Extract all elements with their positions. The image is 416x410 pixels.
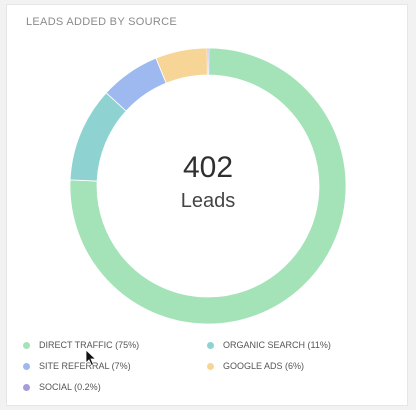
donut-chart	[69, 47, 347, 325]
legend-dot-site-referral	[23, 362, 30, 370]
total-leads-value: 402	[182, 151, 234, 184]
leads-by-source-card: LEADS ADDED BY SOURCE 402 Leads DIRECT T…	[6, 4, 408, 406]
legend-item-google-ads[interactable]: GOOGLE ADS (6%)	[207, 361, 304, 371]
slice-google-ads[interactable]	[155, 47, 208, 84]
legend-dot-social	[23, 383, 30, 391]
legend-dot-organic-search	[207, 341, 214, 349]
legend-item-direct-traffic[interactable]: DIRECT TRAFFIC (75%)	[23, 340, 139, 350]
card-title: LEADS ADDED BY SOURCE	[26, 16, 177, 28]
slice-direct-traffic[interactable]	[69, 47, 347, 325]
legend-item-organic-search[interactable]: ORGANIC SEARCH (11%)	[207, 340, 331, 350]
legend-label-site-referral: SITE REFERRAL (7%)	[39, 361, 131, 371]
legend-dot-google-ads	[207, 362, 214, 370]
legend-item-social[interactable]: SOCIAL (0.2%)	[23, 382, 101, 392]
legend-dot-direct-traffic	[23, 341, 30, 349]
legend-label-social: SOCIAL (0.2%)	[39, 382, 101, 392]
legend-item-site-referral[interactable]: SITE REFERRAL (7%)	[23, 361, 131, 371]
legend-label-organic-search: ORGANIC SEARCH (11%)	[223, 340, 331, 350]
total-leads-label: Leads	[180, 190, 236, 212]
mouse-pointer-icon	[85, 349, 97, 367]
legend-label-google-ads: GOOGLE ADS (6%)	[223, 361, 305, 371]
legend-label-direct-traffic: DIRECT TRAFFIC (75%)	[39, 340, 140, 350]
